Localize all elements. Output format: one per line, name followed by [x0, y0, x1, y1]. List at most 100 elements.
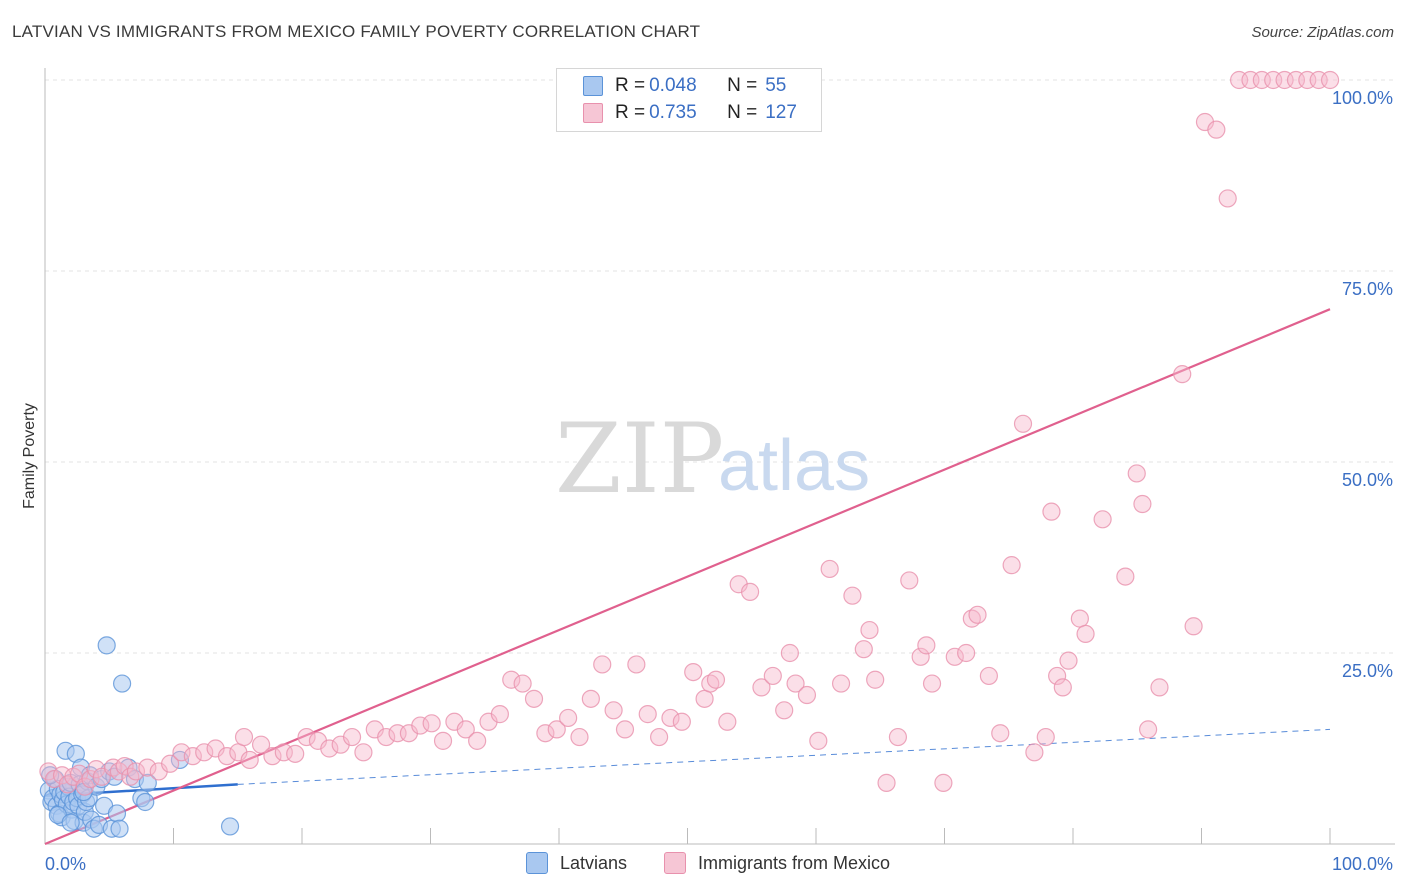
point-mexico: [490, 705, 509, 724]
point-mexico: [945, 647, 964, 666]
legend-n-value-mexico: 127: [765, 102, 797, 123]
point-mexico: [957, 643, 976, 663]
point-latvians: [61, 813, 80, 832]
point-mexico: [172, 743, 191, 762]
watermark-atlas: atlas: [718, 426, 870, 506]
trend-line-mexico: [44, 308, 1331, 846]
point-mexico: [1173, 365, 1192, 384]
bottom-legend-latvians[interactable]: Latvians: [526, 852, 627, 874]
bottom-legend-swatch-latvians: [526, 852, 548, 874]
point-mexico: [411, 716, 430, 735]
point-mexico: [786, 674, 805, 693]
point-mexico: [1042, 502, 1061, 521]
x-tick-label-min: 0.0%: [45, 854, 86, 874]
y-tick-label: 50.0%: [1342, 470, 1393, 490]
point-mexico: [1002, 556, 1021, 575]
watermark: ZIP atlas: [555, 403, 870, 515]
point-latvians: [136, 792, 155, 812]
point-latvians: [97, 636, 116, 655]
axes: [44, 68, 1395, 845]
bottom-legend-mexico[interactable]: Immigrants from Mexico: [664, 852, 890, 874]
point-mexico: [1036, 727, 1055, 747]
point-mexico: [843, 586, 862, 605]
point-mexico: [979, 666, 998, 686]
point-mexico: [911, 647, 930, 666]
point-mexico: [524, 689, 544, 708]
point-mexico: [627, 655, 646, 674]
point-mexico: [1013, 414, 1033, 433]
stats-legend: R = 0.048 N = 55 R = 0.735 N = 127: [556, 68, 822, 132]
point-mexico: [240, 750, 259, 770]
bottom-legend-label-mexico: Immigrants from Mexico: [698, 852, 891, 873]
point-mexico: [1048, 666, 1067, 686]
bottom-legend-swatch-mexico: [664, 852, 686, 874]
point-mexico: [559, 708, 578, 728]
point-mexico: [297, 727, 316, 747]
point-mexico: [234, 727, 254, 747]
point-mexico: [126, 762, 146, 781]
point-mexico: [1076, 624, 1095, 644]
point-mexico: [917, 636, 936, 655]
point-mexico: [138, 758, 157, 777]
point-mexico: [866, 670, 885, 689]
chart-title: LATVIAN VS IMMIGRANTS FROM MEXICO FAMILY…: [12, 22, 701, 41]
legend-r-label: R =: [615, 75, 646, 96]
point-mexico: [251, 735, 271, 754]
point-mexico: [547, 720, 566, 739]
point-mexico: [1320, 70, 1340, 90]
point-mexico: [354, 743, 373, 762]
point-mexico: [468, 731, 487, 750]
point-mexico: [922, 674, 942, 693]
point-mexico: [1133, 494, 1152, 514]
point-mexico: [593, 655, 612, 674]
legend-n-label: N =: [727, 75, 758, 96]
bottom-legend-label-latvians: Latvians: [560, 852, 628, 873]
point-mexico: [1059, 651, 1078, 670]
point-latvians: [107, 804, 127, 823]
point-mexico: [854, 640, 873, 659]
point-mexico: [672, 712, 691, 731]
point-mexico: [934, 773, 953, 792]
point-mexico: [183, 747, 202, 766]
point-mexico: [991, 724, 1010, 743]
legend-swatch-mexico: [583, 103, 603, 123]
legend-row-latvians: R = 0.048 N = 55: [583, 74, 786, 98]
trend-lines: [44, 308, 1331, 846]
point-mexico: [860, 620, 879, 640]
point-mexico: [1070, 609, 1089, 628]
point-mexico: [638, 705, 657, 724]
point-mexico: [263, 747, 282, 766]
point-mexico: [160, 754, 180, 773]
point-mexico: [763, 666, 782, 686]
point-mexico: [775, 701, 794, 720]
legend-r-label: R =: [615, 102, 646, 123]
point-mexico: [1150, 678, 1169, 697]
point-mexico: [1127, 464, 1146, 483]
point-mexico: [752, 678, 771, 697]
point-mexico: [695, 689, 714, 708]
point-mexico: [661, 708, 680, 728]
point-mexico: [320, 739, 339, 758]
y-tick-label: 100.0%: [1332, 88, 1393, 108]
point-mexico: [1207, 120, 1226, 139]
point-mexico: [121, 767, 140, 786]
point-mexico: [377, 727, 396, 747]
point-mexico: [797, 685, 817, 705]
point-mexico: [900, 571, 919, 590]
point-mexico: [536, 724, 555, 743]
point-latvians: [220, 817, 240, 836]
axis-labels: 25.0% 50.0% 75.0% 100.0% 0.0% 100.0%: [45, 88, 1393, 874]
point-mexico: [81, 769, 100, 789]
point-mexico: [274, 743, 293, 762]
point-mexico: [1093, 510, 1112, 529]
point-mexico: [604, 701, 623, 720]
point-mexico: [456, 720, 475, 739]
y-axis-label: Family Poverty: [21, 403, 38, 509]
point-mexico: [809, 731, 828, 750]
point-mexico: [502, 670, 521, 689]
point-mexico: [1139, 720, 1158, 739]
point-mexico: [115, 756, 134, 776]
point-mexico: [831, 674, 851, 693]
point-mexico: [513, 674, 532, 693]
